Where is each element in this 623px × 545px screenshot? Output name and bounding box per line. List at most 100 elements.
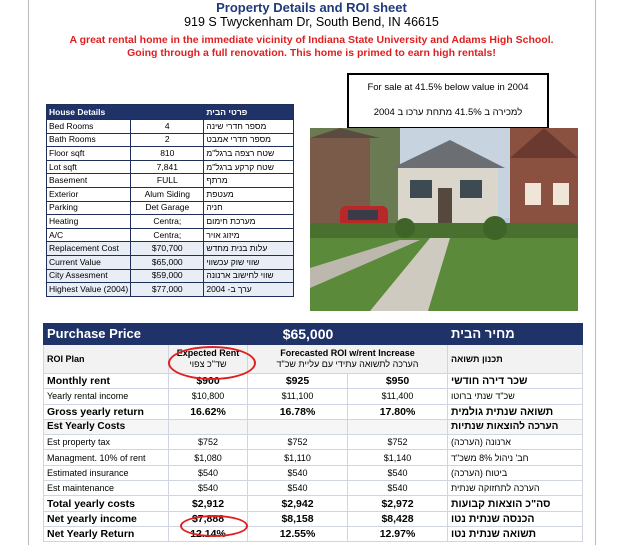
- roi-row-label: Est maintenance: [43, 480, 169, 497]
- roi-value-expected: 16.62%: [168, 403, 248, 420]
- roi-value-expected: $10,800: [168, 388, 248, 405]
- roi-row-label-hebrew: ארנונה (הערכה): [447, 434, 583, 451]
- roi-row-label-hebrew: הערכה לתחזוקה שנתית: [447, 480, 583, 497]
- purchase-price-row: Purchase Price $65,000 מחיר הבית: [43, 323, 583, 345]
- roi-value-forecast-2: $8,428: [347, 510, 448, 527]
- house-detail-value: 7,841: [130, 159, 205, 175]
- house-details-header: House Details פרטי הבית: [45, 104, 294, 120]
- roi-row-label-hebrew: הערכה להוצאות שנתיות: [447, 418, 583, 436]
- house-detail-value: $70,700: [130, 241, 205, 256]
- house-detail-value: 2: [130, 132, 205, 148]
- forecast-label: Forecasted ROI w/rent Increase: [280, 348, 415, 358]
- house-detail-label-hebrew: שווי לחישוב ארנונה: [203, 268, 294, 284]
- house-detail-label-hebrew: שטח רצפה ברגל"מ: [203, 146, 294, 161]
- roi-row-label-hebrew: שכ"ד שנתי ברוטו: [447, 388, 583, 405]
- roi-value-forecast-2: 17.80%: [347, 403, 448, 420]
- house-detail-row: Current Value $65,000 שווי שוק עכשווי: [45, 254, 294, 270]
- roi-value-forecast-2: $11,400: [347, 388, 448, 405]
- roi-row-label: Est property tax: [43, 434, 169, 451]
- roi-row: Net yearly income $7,888 $8,158 $8,428 הכנסה…: [43, 510, 583, 527]
- roi-value-expected: $1,080: [168, 449, 248, 466]
- roi-value-forecast-2: $950: [347, 372, 448, 390]
- roi-value-forecast-1: 12.55%: [247, 525, 348, 543]
- house-detail-label-hebrew: שווי שוק עכשווי: [203, 254, 294, 270]
- sale-line-english: For sale at 41.5% below value in 2004: [367, 82, 529, 93]
- house-detail-value: FULL: [130, 173, 205, 188]
- roi-row-label: Estimated insurance: [43, 464, 169, 482]
- purchase-price-label: Purchase Price: [43, 323, 169, 345]
- house-photo-illustration: [310, 128, 578, 311]
- roi-row-label-hebrew: תשואה שנתית נטו: [447, 525, 583, 543]
- house-detail-row: Parking Det Garage חניה: [45, 200, 294, 216]
- house-detail-label-hebrew: מספר חדרי שינה: [203, 119, 294, 134]
- purchase-price-label-hebrew: מחיר הבית: [447, 323, 583, 345]
- house-detail-row: A/C Centra; מיזוג אויר: [45, 227, 294, 243]
- roi-value-expected: $752: [168, 434, 248, 451]
- roi-row: Gross yearly return 16.62% 16.78% 17.80% תשו…: [43, 403, 583, 420]
- house-detail-label: Lot sqft: [45, 159, 132, 175]
- roi-row-label-hebrew: ביטוח (הערכה): [447, 464, 583, 482]
- house-detail-value: $59,000: [130, 268, 205, 284]
- house-detail-row: City Assesment $59,000 שווי לחישוב ארנונה: [45, 268, 294, 284]
- roi-row-label: Managment. 10% of rent: [43, 449, 169, 466]
- property-address: 919 S Twyckenham Dr, South Bend, IN 4661…: [184, 15, 439, 29]
- roi-value-expected: $540: [168, 464, 248, 482]
- roi-row: Monthly rent $900 $925 $950 שכר דירה חודשי: [43, 372, 583, 390]
- roi-value-expected: $540: [168, 480, 248, 497]
- house-detail-value: Centra;: [130, 227, 205, 243]
- roi-value-expected: $2,912: [168, 495, 248, 512]
- house-detail-label: City Assesment: [45, 268, 132, 284]
- roi-value-forecast-1: $925: [247, 372, 348, 390]
- house-detail-value: 810: [130, 146, 205, 161]
- roi-row-label-hebrew: הכנסה שנתית נטו: [447, 510, 583, 527]
- roi-value-forecast-1: $540: [247, 464, 348, 482]
- house-detail-label-hebrew: מרתף: [203, 173, 294, 188]
- roi-value-forecast-1: $1,110: [247, 449, 348, 466]
- roi-value-forecast-1: $540: [247, 480, 348, 497]
- house-detail-label-hebrew: מספר חדרי אמבט: [203, 132, 294, 148]
- roi-value-forecast-2: $540: [347, 480, 448, 497]
- roi-row-label: Net yearly income: [43, 510, 169, 527]
- house-detail-label-hebrew: מעטפת: [203, 186, 294, 202]
- house-detail-label: Heating: [45, 214, 132, 229]
- roi-value-forecast-2: [347, 418, 448, 436]
- house-detail-row: Lot sqft 7,841 שטח קרקע ברגל"מ: [45, 159, 294, 175]
- house-detail-value: $65,000: [130, 254, 205, 270]
- roi-row-label: Total yearly costs: [43, 495, 169, 512]
- house-detail-row: Floor sqft 810 שטח רצפה ברגל"מ: [45, 146, 294, 161]
- sale-line-hebrew: למכירה ב 41.5% מתחת ערכו ב 2004: [373, 107, 523, 118]
- roi-row: Est property tax $752 $752 $752 ארנונה (הערכ…: [43, 434, 583, 451]
- roi-value-forecast-1: $2,942: [247, 495, 348, 512]
- page-title: Property Details and ROI sheet: [216, 0, 407, 15]
- house-detail-row: Basement FULL מרתף: [45, 173, 294, 188]
- roi-row: Managment. 10% of rent $1,080 $1,110 $1,140…: [43, 449, 583, 466]
- house-detail-label: Highest Value (2004): [45, 282, 132, 297]
- house-detail-value: Alum Siding: [130, 186, 205, 202]
- roi-row-label-hebrew: תשואה שנתית גולמית: [447, 403, 583, 420]
- house-detail-value: 4: [130, 119, 205, 134]
- house-detail-value: $77,000: [130, 282, 205, 297]
- house-detail-row: Bath Rooms 2 מספר חדרי אמבט: [45, 132, 294, 148]
- purchase-price-value: $65,000: [168, 323, 448, 345]
- house-detail-value: Det Garage: [130, 200, 205, 216]
- house-detail-label: Current Value: [45, 254, 132, 270]
- house-detail-label: Bath Rooms: [45, 132, 132, 148]
- house-detail-label-hebrew: שטח קרקע ברגל"מ: [203, 159, 294, 175]
- house-detail-label-hebrew: מיזוג אויר: [203, 227, 294, 243]
- house-detail-label: Floor sqft: [45, 146, 132, 161]
- forecast-label-hebrew: הערכה לתשואה עתידי עם עליית שכ"ד: [276, 359, 419, 369]
- forecast-header: Forecasted ROI w/rent Increase הערכה לתש…: [247, 344, 448, 374]
- roi-value-forecast-2: $752: [347, 434, 448, 451]
- house-detail-value: Centra;: [130, 214, 205, 229]
- roi-row-label: Monthly rent: [43, 372, 169, 390]
- house-detail-label-hebrew: עלות בנית מחדש: [203, 241, 294, 256]
- roi-value-forecast-1: $11,100: [247, 388, 348, 405]
- house-details-title-hebrew: פרטי הבית: [203, 104, 294, 120]
- roi-row-label: Yearly rental income: [43, 388, 169, 405]
- house-detail-label: Parking: [45, 200, 132, 216]
- roi-row: Yearly rental income $10,800 $11,100 $11,40…: [43, 388, 583, 405]
- house-detail-label: A/C: [45, 227, 132, 243]
- roi-row-label: Gross yearly return: [43, 403, 169, 420]
- roi-row: Total yearly costs $2,912 $2,942 $2,972 סה"כ…: [43, 495, 583, 512]
- roi-value-expected: [168, 418, 248, 436]
